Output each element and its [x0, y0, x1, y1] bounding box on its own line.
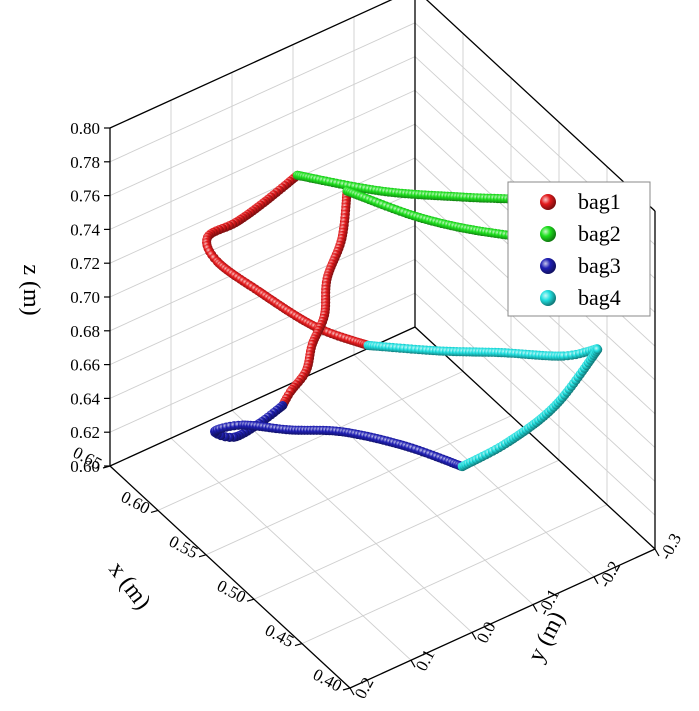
z-tick-label: 0.66	[70, 356, 100, 375]
z-tick-label: 0.60	[70, 457, 100, 476]
gridline	[414, 225, 656, 448]
legend-marker	[540, 290, 556, 306]
gridline	[109, 157, 416, 298]
axis-frame-line	[425, 0, 656, 212]
x-tick-label: 0.55	[166, 532, 201, 563]
legend-label: bag1	[578, 189, 621, 214]
legend-box	[507, 181, 651, 317]
z-tick-label: 0.76	[70, 187, 100, 206]
legend-label: bag3	[578, 253, 621, 278]
axis-frame-line	[109, 0, 393, 129]
y-tick-mark	[532, 604, 538, 612]
x-tick-label: 0.40	[310, 665, 345, 696]
y-tick-label: 0.1	[412, 646, 439, 674]
x-tick-mark	[198, 554, 207, 558]
legend-marker	[540, 258, 556, 274]
gridline	[157, 370, 464, 511]
axis-frame-line	[349, 548, 656, 689]
y-tick-mark	[471, 632, 477, 640]
gridline	[414, 292, 656, 516]
series-bag1	[202, 170, 372, 409]
gridline	[109, 0, 392, 129]
gridline	[109, 89, 416, 230]
x-tick-mark	[102, 465, 111, 469]
gridline	[253, 459, 560, 600]
gridline	[205, 415, 512, 556]
gridline	[109, 292, 416, 433]
axis-frame-line	[414, 326, 656, 550]
z-axis-label: z (m)	[18, 264, 44, 315]
x-tick-label: 0.45	[262, 620, 297, 651]
x-tick-label: 0.50	[214, 576, 249, 607]
z-tick-label: 0.70	[70, 288, 100, 307]
gridline	[170, 437, 412, 661]
legend-marker	[540, 226, 556, 242]
gridline	[426, 0, 656, 212]
legend: bag1 bag2 bag3 bag4	[507, 181, 651, 317]
y-tick-label: -0.2	[595, 558, 624, 591]
axis-frame-line	[109, 326, 416, 467]
series-bag3	[210, 401, 466, 471]
y-tick-label: 0.2	[351, 674, 378, 702]
gridline	[109, 258, 416, 399]
x-tick-label: 0.60	[118, 487, 153, 518]
gridline	[292, 382, 534, 605]
z-tick-label: 0.68	[70, 322, 100, 341]
series-bag4	[363, 340, 603, 472]
gridline	[414, 259, 656, 482]
data-point	[593, 345, 603, 355]
gridline	[109, 123, 416, 264]
y-tick-mark	[410, 659, 416, 668]
z-tick-label: 0.74	[70, 220, 100, 239]
x-axis-label: x (m)	[103, 557, 155, 615]
z-tick-label: 0.78	[70, 153, 100, 172]
gridline	[231, 410, 473, 633]
axis-frame-line	[109, 465, 351, 689]
z-tick-label: 0.62	[70, 423, 100, 442]
gridline	[301, 504, 608, 645]
legend-label: bag2	[578, 221, 621, 246]
gridline	[353, 354, 595, 578]
x-tick-mark	[150, 509, 159, 513]
y-tick-mark	[349, 687, 355, 696]
gridline	[109, 56, 416, 197]
z-tick-label: 0.64	[70, 389, 100, 408]
x-tick-mark	[294, 643, 303, 647]
legend-marker	[540, 194, 556, 210]
z-tick-label: 0.80	[70, 119, 100, 138]
y-tick-label: 0.0	[473, 619, 500, 647]
z-tick-label: 0.72	[70, 254, 100, 273]
y-tick-label: -0.3	[656, 530, 685, 563]
gridline	[109, 22, 416, 163]
y-axis-label: y (m)	[523, 607, 570, 666]
y-tick-mark	[593, 576, 599, 585]
gridline	[109, 191, 416, 332]
legend-label: bag4	[578, 285, 621, 310]
x-tick-mark	[246, 598, 255, 602]
y-tick-mark	[654, 548, 660, 557]
x-tick-mark	[342, 687, 351, 691]
